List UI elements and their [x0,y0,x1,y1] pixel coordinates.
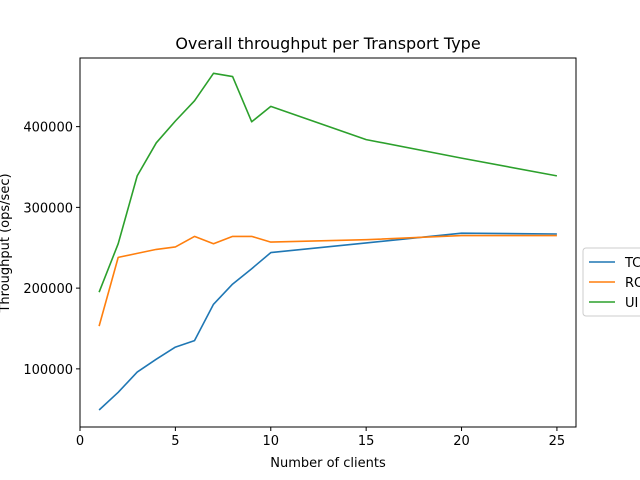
x-tick-label: 20 [453,434,470,449]
legend: TC RO UI [582,247,640,317]
series-line-ro [98,234,557,327]
y-tick-label: 200000 [23,282,73,297]
y-axis-label: Throughput (ops/sec) [0,173,13,313]
plot-area [98,72,558,411]
x-tick-label: 5 [171,434,179,449]
x-tick-label: 15 [358,434,375,449]
y-tick-label: 400000 [23,121,73,136]
series-line-ui [98,72,558,293]
x-tick-label: 10 [262,434,279,449]
y-tick-label: 300000 [23,201,73,216]
chart-title: Overall throughput per Transport Type [175,34,480,53]
x-tick-label: 25 [549,434,566,449]
series-line-tc [98,232,557,411]
x-tick-label: 0 [76,434,84,449]
legend-label: UI [625,296,638,311]
x-axis-label: Number of clients [270,456,386,471]
y-tick-label: 100000 [23,363,73,378]
legend-label: RO [625,276,640,291]
legend-label: TC [624,256,640,271]
x-axis: 0 5 10 15 20 25 [76,427,565,449]
y-axis: 100000 200000 300000 400000 [23,121,80,378]
plot-frame [79,57,577,428]
